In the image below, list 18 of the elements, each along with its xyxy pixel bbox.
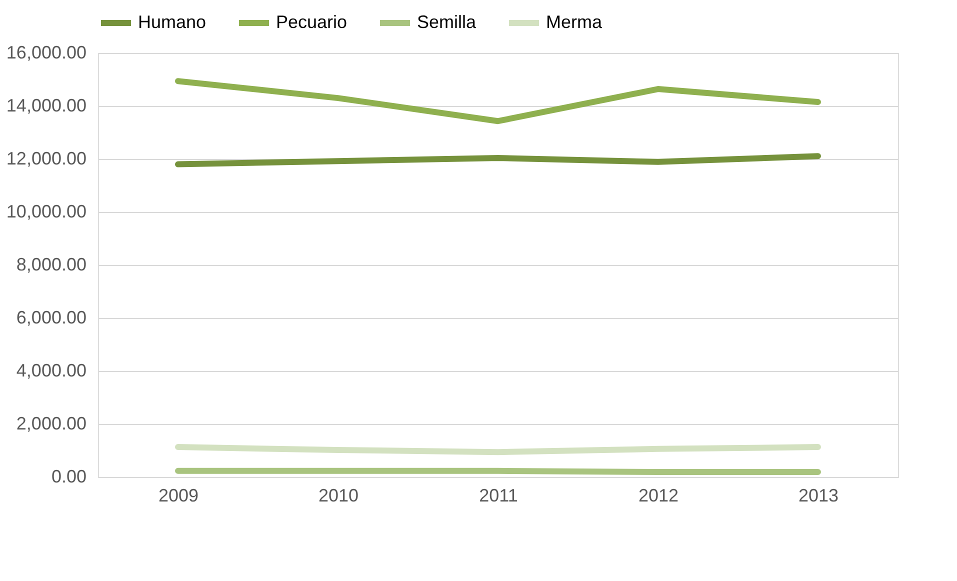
x-tick-label: 2013	[798, 486, 839, 506]
legend-label: Pecuario	[276, 12, 348, 32]
y-tick-label: 0.00	[51, 466, 86, 486]
y-tick-label: 12,000.00	[6, 148, 86, 168]
y-tick-label: 14,000.00	[6, 96, 86, 116]
y-tick-label: 2,000.00	[16, 414, 86, 434]
y-tick-label: 8,000.00	[16, 254, 86, 274]
legend-label: Humano	[138, 12, 206, 32]
x-tick-label: 2010	[318, 486, 359, 506]
y-tick-label: 6,000.00	[16, 308, 86, 328]
x-tick-label: 2012	[638, 486, 679, 506]
x-tick-label: 2009	[158, 486, 199, 506]
legend-label: Semilla	[417, 12, 478, 32]
legend-label: Merma	[546, 12, 603, 32]
y-tick-label: 10,000.00	[6, 202, 86, 222]
y-tick-label: 4,000.00	[16, 360, 86, 380]
y-tick-label: 16,000.00	[6, 42, 86, 62]
x-tick-label: 2011	[479, 486, 518, 506]
